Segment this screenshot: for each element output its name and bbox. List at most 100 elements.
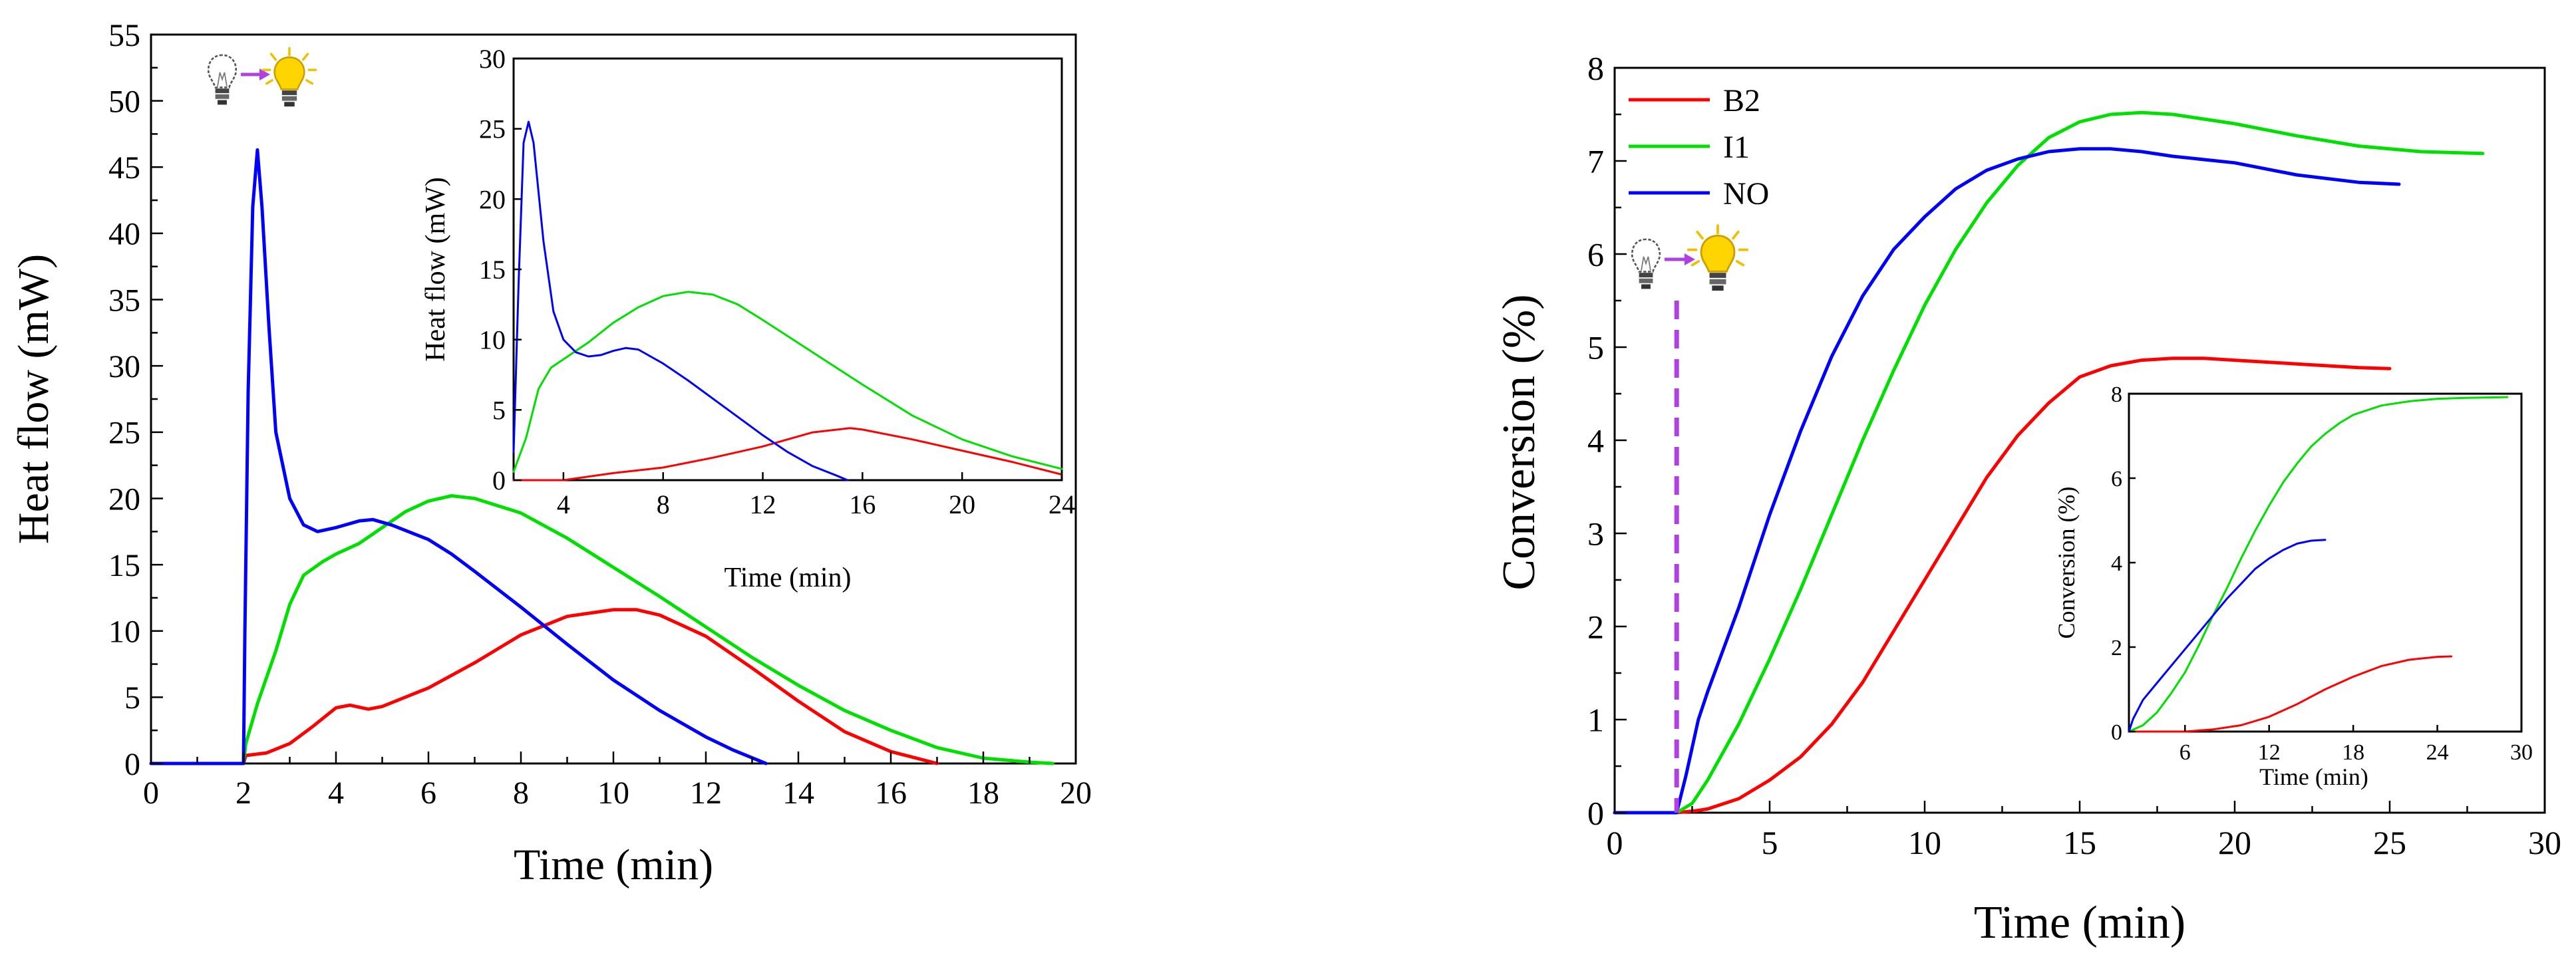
left-inset-plot: 4 8 12 16 20 24 0 5 10 15 20 25 30 Time (min) Heat f… bbox=[420, 44, 1075, 593]
left-inset-x-tick-label: 8 bbox=[657, 489, 670, 519]
right-inset-y-axis-label: Conversion (%) bbox=[2053, 487, 2080, 639]
right-main-x-tick-label: 5 bbox=[1762, 824, 1778, 861]
left-main-y-tick-label: 5 bbox=[124, 680, 140, 716]
right-inset-y-tick-label: 0 bbox=[2111, 720, 2122, 745]
left-main-x-axis-label: Time (min) bbox=[514, 841, 713, 889]
left-main-x-tick-label: 0 bbox=[143, 775, 159, 811]
left-inset-series-b2-line bbox=[512, 427, 1063, 482]
left-main-x-tick-label: 10 bbox=[597, 775, 629, 811]
arrow-right-icon bbox=[1665, 253, 1695, 265]
right-inset-y-tick-label: 2 bbox=[2111, 636, 2122, 660]
left-inset-x-tick-label: 16 bbox=[849, 489, 876, 519]
right-inset-x-tick-label: 6 bbox=[2179, 740, 2191, 765]
left-main-x-tick-label: 2 bbox=[236, 775, 251, 811]
right-inset-series bbox=[2128, 396, 2509, 733]
right-main-legend: B2 I1 NO bbox=[1629, 83, 1769, 211]
left-inset-background bbox=[514, 59, 1062, 480]
left-inset-x-tick-label: 20 bbox=[949, 489, 975, 519]
right-inset-series-i1-line bbox=[2128, 396, 2509, 733]
left-inset-x-tick-label: 4 bbox=[557, 489, 570, 519]
arrow-right-icon bbox=[241, 69, 270, 80]
left-main-series-b2-line bbox=[149, 608, 939, 765]
left-inset-ticks: 4 8 12 16 20 24 0 5 10 15 20 25 30 bbox=[479, 44, 1075, 519]
right-inset-background bbox=[2129, 394, 2521, 732]
left-inset-x-axis-label: Time (min) bbox=[724, 563, 852, 593]
right-main-y-tick-label: 6 bbox=[1587, 236, 1604, 273]
left-inset-y-axis-label: Heat flow (mW) bbox=[420, 177, 451, 362]
right-main-y-axis-label: Conversion (%) bbox=[1494, 294, 1545, 590]
left-main-y-tick-label: 45 bbox=[108, 150, 140, 186]
left-main-series-no-line bbox=[149, 148, 768, 765]
right-main-x-tick-label: 15 bbox=[2063, 824, 2096, 861]
right-inset-y-tick-label: 8 bbox=[2111, 382, 2122, 407]
legend-label-b2: B2 bbox=[1723, 83, 1760, 118]
right-inset-x-tick-label: 30 bbox=[2510, 740, 2533, 765]
light-bulb-on-icon bbox=[1689, 225, 1747, 291]
right-main-y-tick-label: 8 bbox=[1587, 50, 1604, 87]
right-inset-series-b2-line bbox=[2128, 655, 2453, 733]
light-bulb-off-icon bbox=[1631, 238, 1661, 290]
right-main-x-tick-label: 25 bbox=[2373, 824, 2406, 861]
legend-label-i1: I1 bbox=[1723, 130, 1750, 165]
left-main-x-tick-label: 20 bbox=[1060, 775, 1092, 811]
right-main-y-tick-label: 2 bbox=[1587, 609, 1604, 646]
left-main-y-tick-label: 15 bbox=[108, 548, 140, 583]
right-main-series bbox=[1613, 110, 2485, 815]
left-inset-series-i1-line bbox=[512, 291, 1063, 473]
right-main-y-tick-label: 1 bbox=[1587, 702, 1604, 739]
left-main-x-tick-label: 14 bbox=[782, 775, 814, 811]
left-main-y-tick-label: 20 bbox=[108, 482, 140, 517]
legend-label-no: NO bbox=[1723, 176, 1769, 211]
right-main-series-no-line bbox=[1613, 147, 2401, 815]
left-main-x-tick-label: 6 bbox=[420, 775, 436, 811]
left-main-y-axis-label: Heat flow (mW) bbox=[9, 254, 58, 544]
left-inset-x-tick-label: 24 bbox=[1048, 489, 1075, 519]
right-main-x-tick-label: 10 bbox=[1908, 824, 1941, 861]
left-inset-y-tick-label: 30 bbox=[479, 44, 506, 74]
left-main-y-tick-label: 55 bbox=[108, 18, 140, 53]
left-main-y-tick-label: 25 bbox=[108, 416, 140, 451]
left-main-y-tick-label: 50 bbox=[108, 84, 140, 119]
left-inset-y-tick-label: 0 bbox=[492, 466, 506, 495]
right-main-y-tick-label: 4 bbox=[1587, 422, 1604, 460]
left-main-y-tick-label: 0 bbox=[124, 747, 140, 782]
left-inset-y-tick-label: 20 bbox=[479, 184, 506, 214]
right-inset-x-tick-label: 24 bbox=[2426, 740, 2449, 765]
left-main-x-tick-label: 4 bbox=[328, 775, 344, 811]
right-main-series-i1-line bbox=[1613, 110, 2485, 815]
left-main-y-tick-label: 35 bbox=[108, 283, 140, 318]
left-main-x-tick-label: 16 bbox=[875, 775, 907, 811]
left-main-y-tick-label: 40 bbox=[108, 217, 140, 252]
left-main-series-i1-line bbox=[149, 494, 1054, 765]
right-main-y-tick-label: 0 bbox=[1587, 795, 1604, 832]
right-main-y-tick-label: 7 bbox=[1587, 143, 1604, 180]
left-inset-y-tick-label: 25 bbox=[479, 114, 506, 144]
left-inset-series bbox=[512, 120, 1063, 482]
right-inset-y-tick-label: 6 bbox=[2111, 467, 2122, 491]
right-main-x-tick-label: 0 bbox=[1607, 824, 1623, 861]
right-inset-x-tick-label: 18 bbox=[2342, 740, 2364, 765]
right-inset-x-tick-label: 12 bbox=[2258, 740, 2281, 765]
left-inset-y-tick-label: 5 bbox=[492, 395, 506, 425]
right-main-series-b2-line bbox=[1613, 356, 2392, 815]
left-main-x-tick-label: 12 bbox=[690, 775, 722, 811]
left-inset-y-tick-label: 15 bbox=[479, 255, 506, 285]
right-main-x-tick-label: 20 bbox=[2218, 824, 2251, 861]
left-main-plot: 0 2 4 6 8 10 12 14 16 18 200510152025303540455055 … bbox=[9, 18, 1092, 889]
right-main-y-tick-label: 3 bbox=[1587, 515, 1604, 553]
left-main-y-tick-label: 10 bbox=[108, 615, 140, 650]
light-bulb-off-icon bbox=[207, 54, 238, 106]
left-main-x-tick-label: 18 bbox=[967, 775, 999, 811]
light-bulb-on-icon bbox=[261, 47, 317, 108]
right-main-y-tick-label: 5 bbox=[1587, 329, 1604, 366]
left-inset-x-tick-label: 12 bbox=[750, 489, 776, 519]
left-inset-series-no-line bbox=[512, 120, 849, 482]
right-main-x-tick-label: 30 bbox=[2528, 824, 2561, 861]
right-inset-x-axis-label: Time (min) bbox=[2259, 763, 2368, 790]
left-main-y-tick-label: 30 bbox=[108, 349, 140, 384]
